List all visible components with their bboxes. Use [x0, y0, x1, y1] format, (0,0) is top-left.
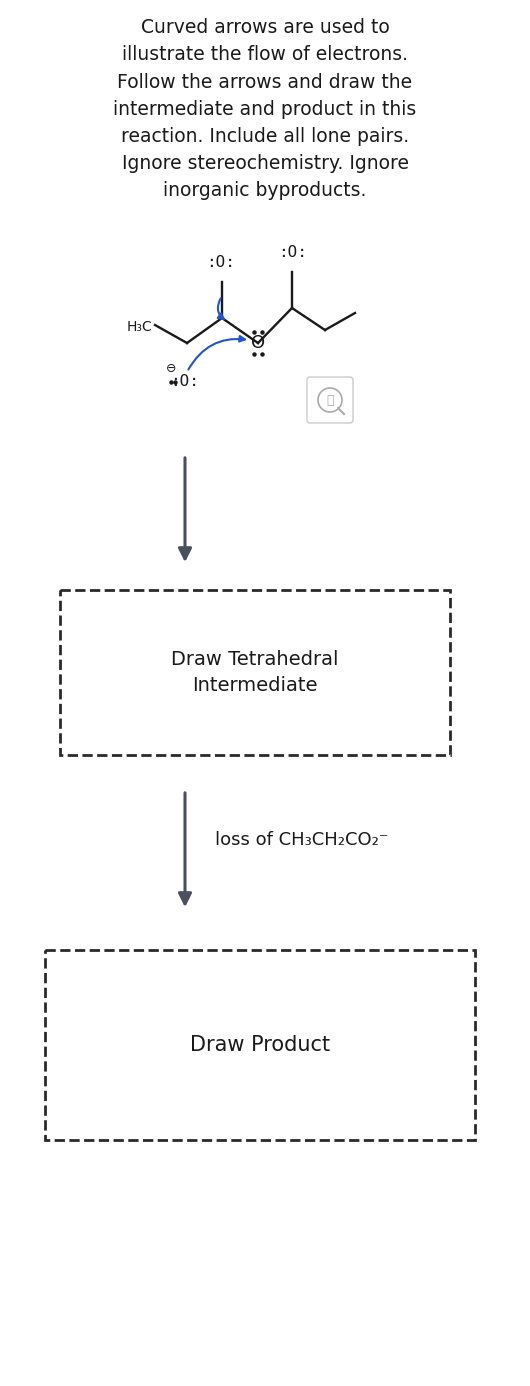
Text: Draw Product: Draw Product — [190, 1035, 330, 1055]
Bar — [45, 949, 475, 1141]
Text: loss of CH₃CH₂CO₂⁻: loss of CH₃CH₂CO₂⁻ — [215, 832, 388, 850]
Bar — [60, 590, 450, 755]
Text: ⊖: ⊖ — [166, 362, 176, 374]
Text: Draw Tetrahedral
Intermediate: Draw Tetrahedral Intermediate — [171, 650, 339, 696]
Text: 🔍: 🔍 — [326, 394, 334, 406]
Text: :O:: :O: — [171, 374, 199, 389]
Text: O: O — [251, 334, 265, 352]
Text: H₃C: H₃C — [126, 320, 152, 334]
Text: Curved arrows are used to
illustrate the flow of electrons.
Follow the arrows an: Curved arrows are used to illustrate the… — [113, 18, 417, 201]
Text: :O:: :O: — [279, 245, 307, 261]
Text: :O:: :O: — [207, 255, 235, 270]
